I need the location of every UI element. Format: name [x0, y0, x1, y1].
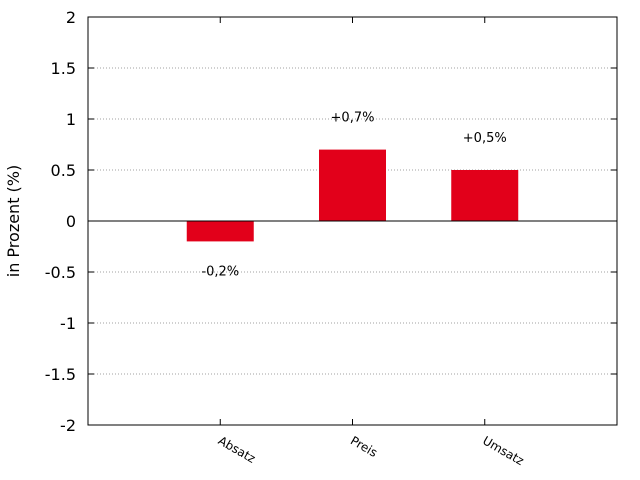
bar-umsatz [451, 170, 519, 221]
data-label: +0,7% [331, 111, 375, 126]
y-axis-label: in Prozent (%) [4, 165, 23, 277]
data-labels: -0,2% +0,7% +0,5% [201, 111, 506, 280]
data-label: +0,5% [463, 131, 507, 146]
bar-preis [319, 149, 386, 221]
bars [186, 149, 519, 242]
x-tick-label: Preis [348, 433, 380, 459]
y-tick-label: -2 [60, 416, 76, 435]
y-tick-label: -0.5 [45, 263, 76, 282]
x-tick-label: Umsatz [480, 433, 526, 468]
y-tick-label: 1.5 [51, 59, 76, 78]
y-tick-label: -1.5 [45, 365, 76, 384]
data-label: -0,2% [201, 264, 239, 279]
y-tick-label: 0.5 [51, 161, 76, 180]
y-axis-ticks: 2 1.5 1 0.5 0 -0.5 -1 -1.5 -2 [45, 8, 617, 435]
y-tick-label: -1 [60, 314, 76, 333]
y-tick-label: 1 [66, 110, 76, 129]
x-axis-ticks: Absatz Preis Umsatz [216, 17, 526, 468]
bar-absatz [186, 221, 254, 242]
y-tick-label: 0 [66, 212, 76, 231]
x-tick-label: Absatz [216, 433, 258, 465]
y-tick-label: 2 [66, 8, 76, 27]
